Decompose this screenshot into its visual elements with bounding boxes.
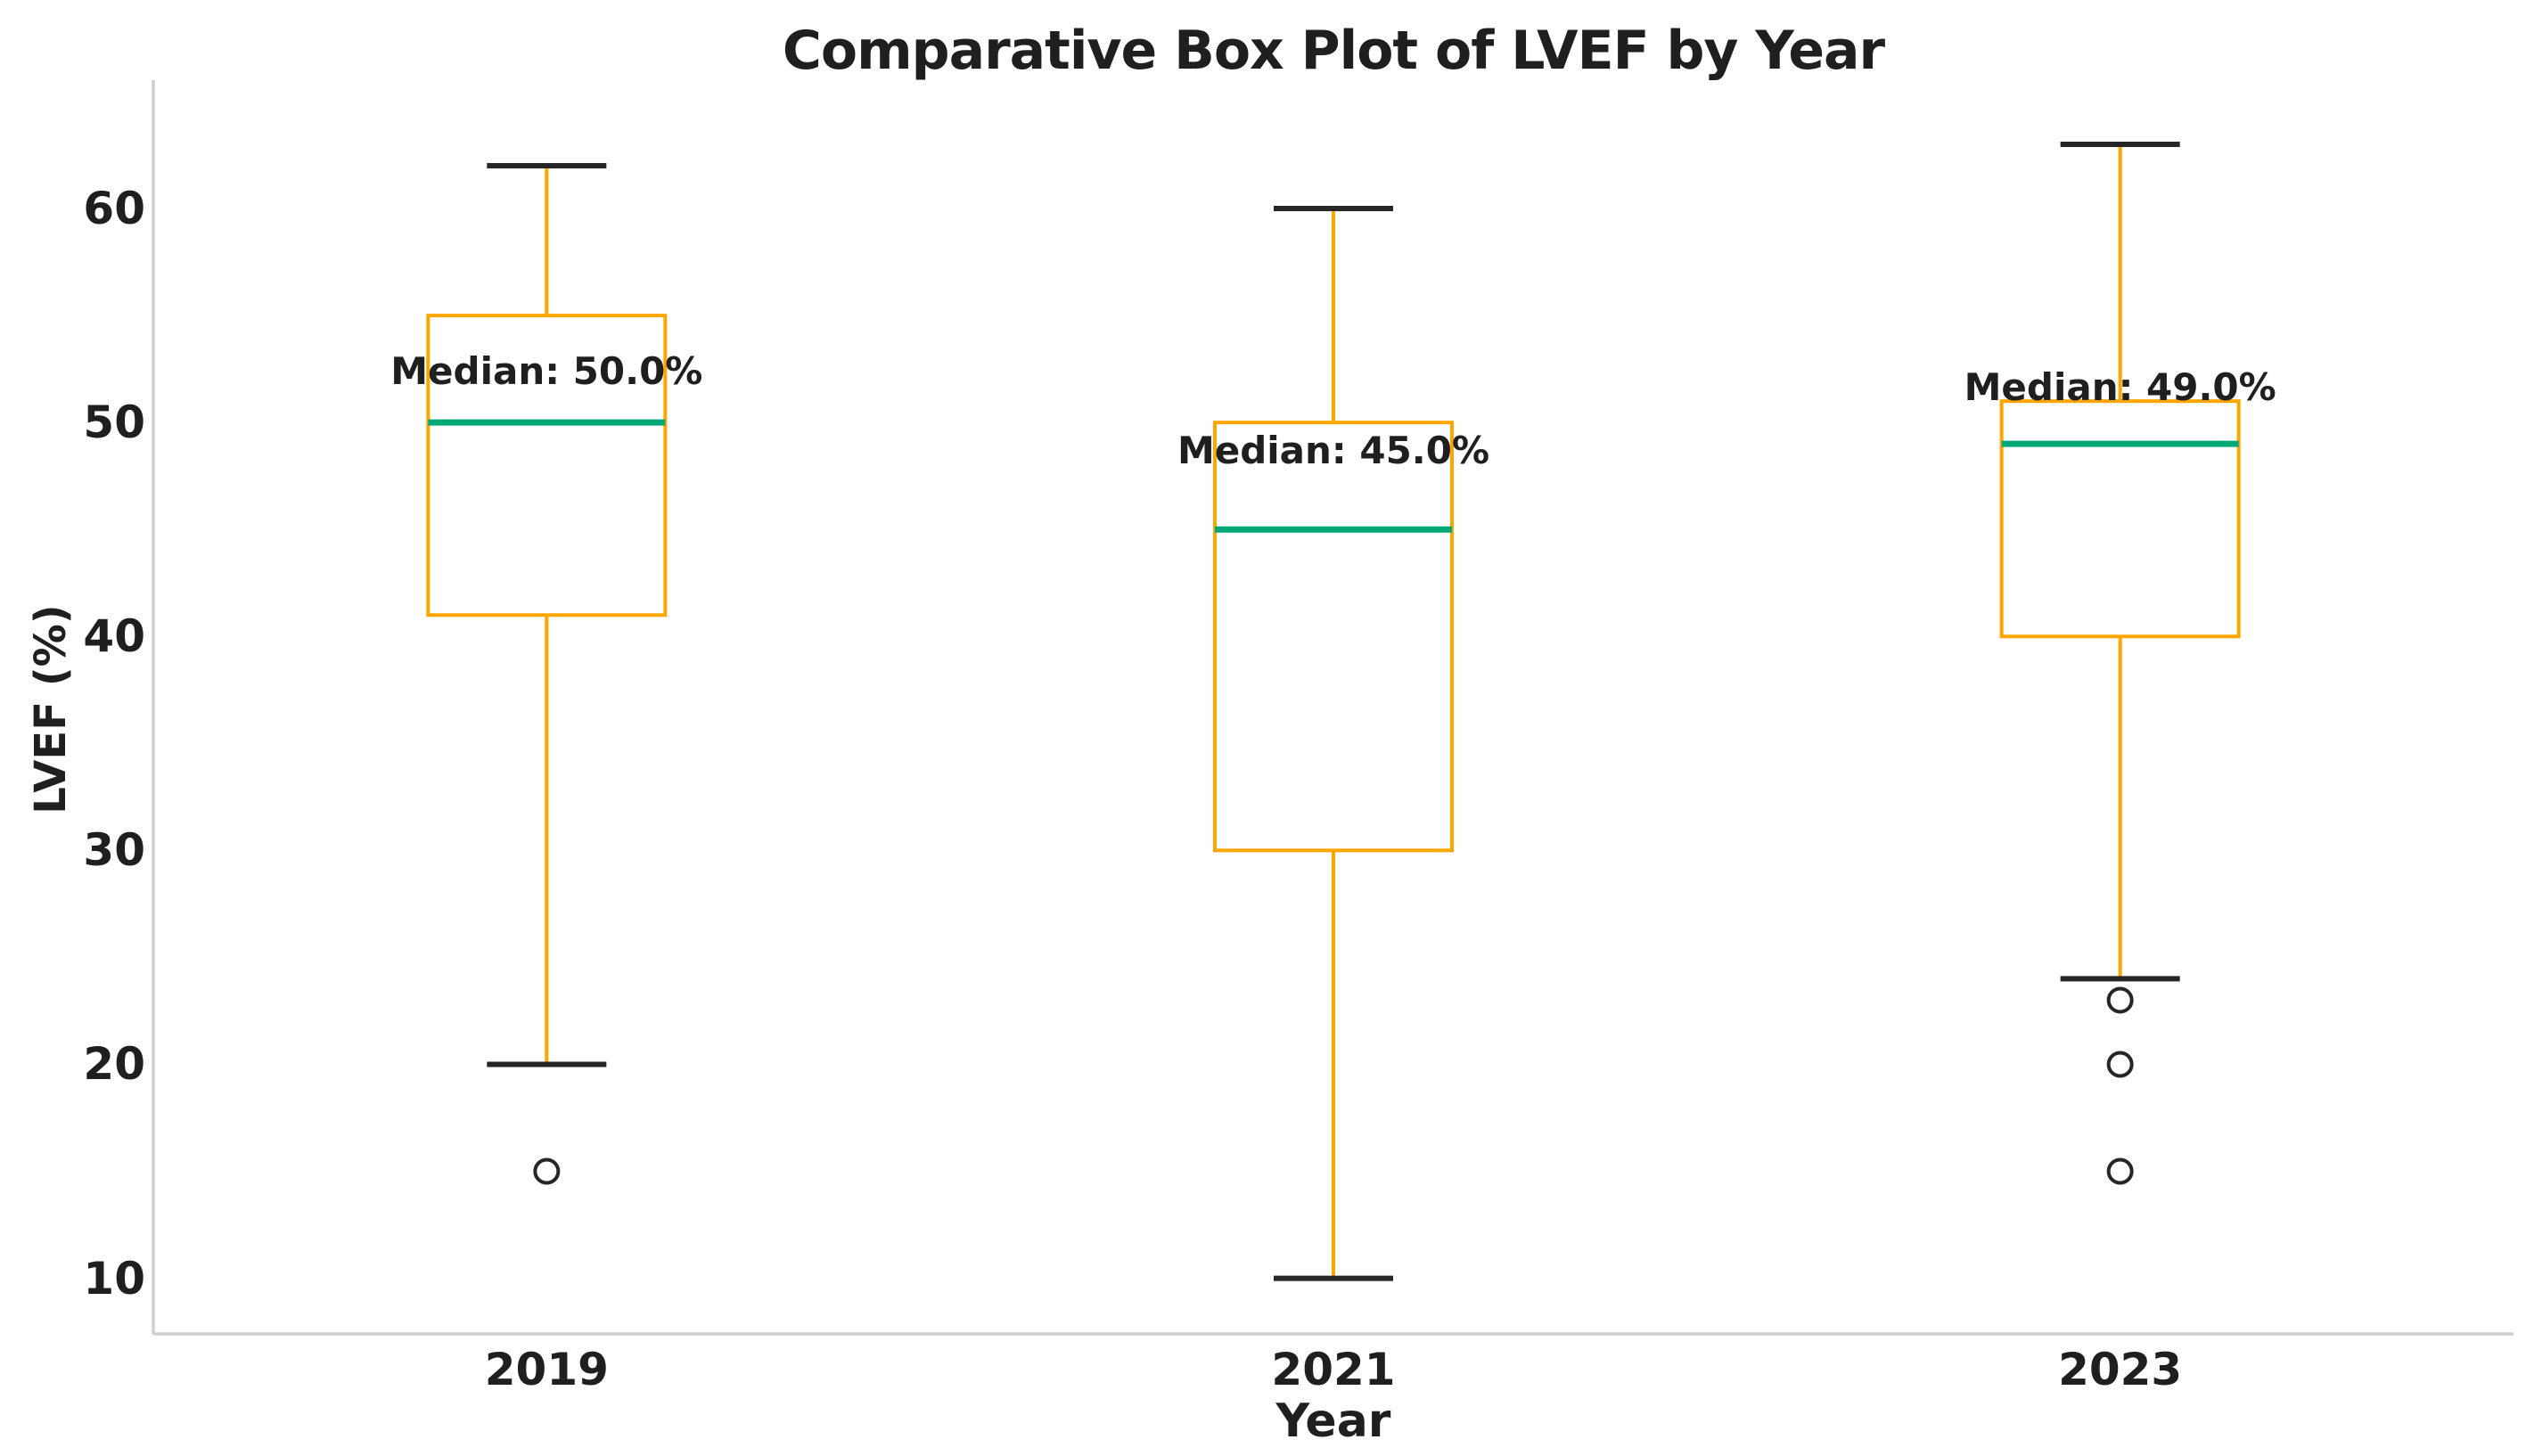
y-tick-label-20: 20	[83, 1038, 145, 1091]
median-annotation-2023: Median: 49.0%	[1964, 365, 2276, 409]
y-tick-label-60: 60	[83, 183, 145, 235]
outlier-point-2023	[2106, 1157, 2134, 1185]
x-tick-label-2021: 2021	[1271, 1344, 1396, 1395]
y-tick-label-10: 10	[83, 1252, 145, 1305]
median-annotation-2019: Median: 50.0%	[390, 349, 702, 393]
outlier-point-2019	[533, 1157, 561, 1185]
x-tick-label-2019: 2019	[484, 1344, 609, 1395]
box-rect-2023	[1999, 399, 2241, 639]
x-tick-label-2023: 2023	[2058, 1344, 2183, 1395]
x-axis-label: Year	[1275, 1395, 1391, 1448]
outlier-point-2023	[2106, 986, 2134, 1014]
y-tick-label-30: 30	[83, 824, 145, 877]
box-rect-2019	[426, 314, 668, 618]
y-tick-label-40: 40	[83, 610, 145, 663]
chart-title: Comparative Box Plot of LVEF by Year	[782, 20, 1885, 82]
box-rect-2021	[1213, 421, 1454, 853]
outlier-point-2023	[2106, 1051, 2134, 1078]
y-tick-label-50: 50	[83, 397, 145, 449]
median-annotation-2021: Median: 45.0%	[1177, 429, 1489, 472]
